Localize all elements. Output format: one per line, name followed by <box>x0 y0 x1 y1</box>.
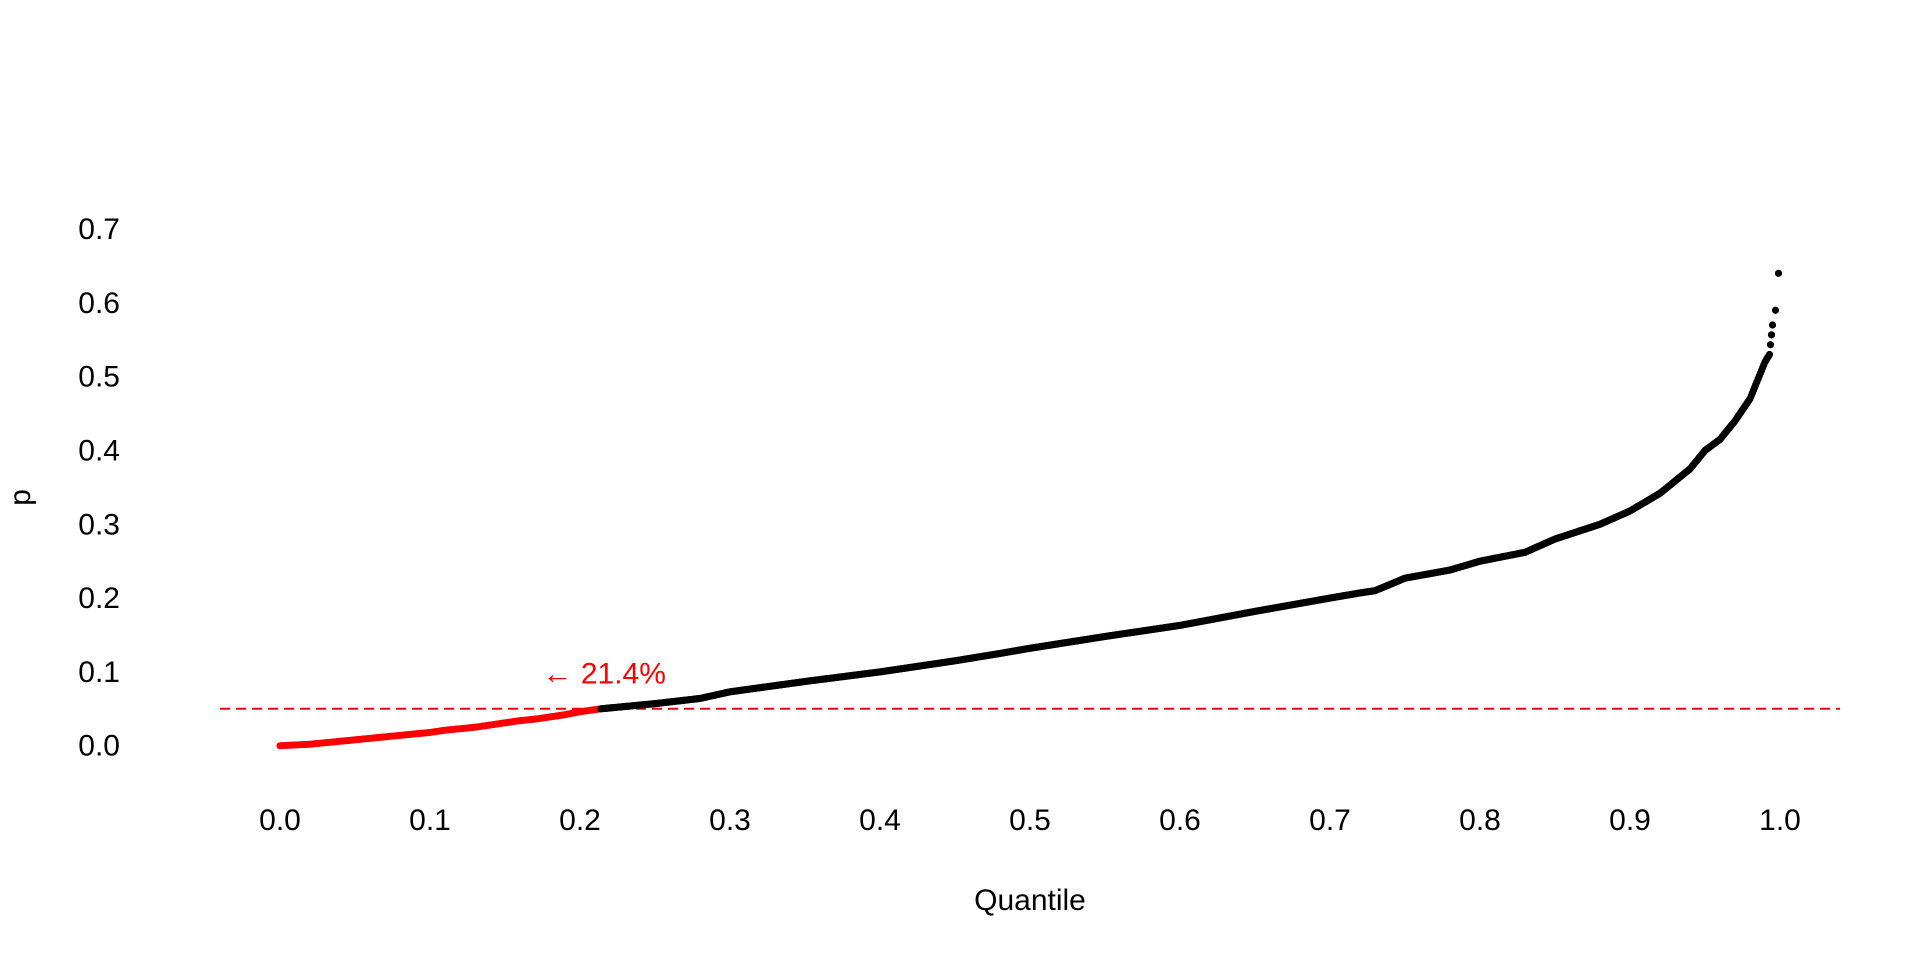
above-threshold-point <box>1767 331 1776 339</box>
x-tick-label: 0.1 <box>409 804 451 837</box>
plot-points <box>276 269 1783 750</box>
y-tick-label: 0.1 <box>78 656 120 689</box>
above-threshold-point <box>1771 306 1780 314</box>
y-axis-label: p <box>4 489 37 506</box>
x-tick-label: 0.5 <box>1009 804 1051 837</box>
y-tick-label: 0.6 <box>78 287 120 320</box>
x-axis-label: Quantile <box>974 884 1086 917</box>
x-axis-ticks: 0.0 0.1 0.2 0.3 0.4 0.5 0.6 0.7 0.8 0.9 1.0 <box>259 804 1801 837</box>
annotation-label: ← 21.4% <box>543 657 666 690</box>
x-tick-label: 0.8 <box>1459 804 1501 837</box>
x-tick-label: 0.3 <box>709 804 751 837</box>
x-tick-label: 0.4 <box>859 804 901 837</box>
x-tick-label: 0.0 <box>259 804 301 837</box>
y-tick-label: 0.3 <box>78 508 120 541</box>
y-tick-label: 0.7 <box>78 213 120 246</box>
y-tick-label: 0.2 <box>78 582 120 615</box>
y-tick-label: 0.4 <box>78 434 120 467</box>
y-tick-label: 0.0 <box>78 730 120 763</box>
above-threshold-point <box>1766 341 1775 349</box>
x-tick-label: 1.0 <box>1759 804 1801 837</box>
x-tick-label: 0.2 <box>559 804 601 837</box>
y-axis-ticks: 0.0 0.1 0.2 0.3 0.4 0.5 0.6 0.7 <box>78 213 120 763</box>
y-tick-label: 0.5 <box>78 361 120 394</box>
above-threshold-point <box>1774 269 1783 277</box>
above-threshold-point <box>1765 350 1774 359</box>
x-tick-label: 0.7 <box>1309 804 1351 837</box>
x-tick-label: 0.6 <box>1159 804 1201 837</box>
x-tick-label: 0.9 <box>1609 804 1651 837</box>
above-threshold-point <box>1768 321 1777 329</box>
